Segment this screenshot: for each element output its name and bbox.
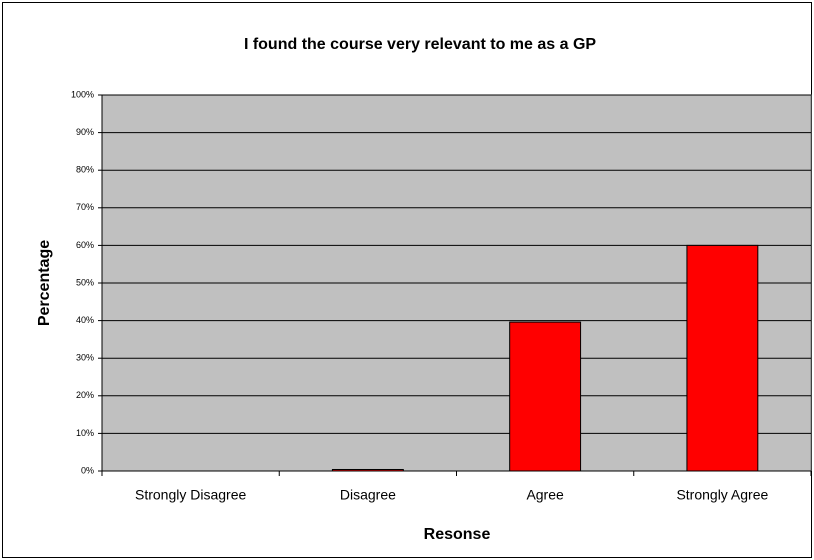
y-tick-label: 70%	[76, 202, 94, 212]
y-axis-label: Percentage	[36, 240, 53, 326]
x-tick-label: Strongly Agree	[676, 487, 768, 503]
y-tick-label: 80%	[76, 165, 94, 175]
y-tick-label: 100%	[71, 89, 94, 99]
x-tick-label: Disagree	[340, 487, 396, 503]
y-tick-label: 90%	[76, 127, 94, 137]
x-axis-label: Resonse	[424, 526, 491, 543]
bar	[686, 244, 759, 472]
bar	[331, 468, 404, 472]
y-tick-label: 50%	[76, 277, 94, 287]
y-tick-label: 0%	[81, 465, 94, 475]
y-tick-label: 20%	[76, 390, 94, 400]
y-tick-label: 60%	[76, 240, 94, 250]
x-tick-label: Strongly Disagree	[135, 487, 246, 503]
y-tick-label: 30%	[76, 353, 94, 363]
y-tick-label: 40%	[76, 315, 94, 325]
x-tick-label: Agree	[526, 487, 564, 503]
y-tick-label: 10%	[76, 428, 94, 438]
bar	[509, 321, 582, 472]
chart-title: I found the course very relevant to me a…	[244, 36, 596, 53]
